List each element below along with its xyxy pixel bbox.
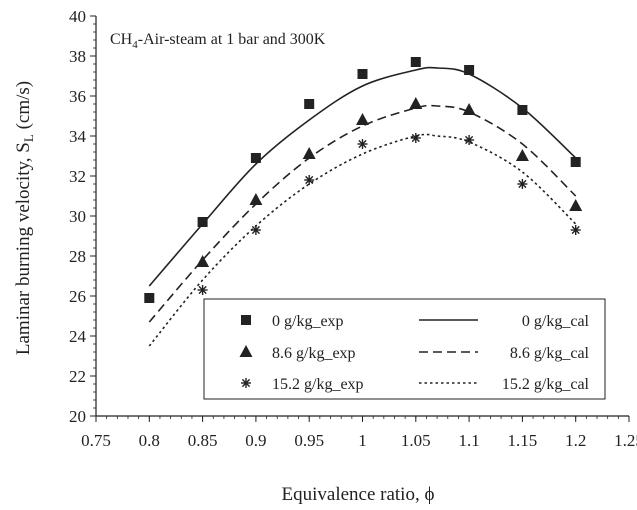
x-ticks: 0.75 0.8 0.85 0.9 0.95 1 1.05 1.1 1.15 1.2 1.25: [81, 416, 637, 450]
y-tick-label: 22: [69, 367, 86, 386]
data-point-square: [197, 217, 208, 227]
y-axis-label-text: Laminar burning velocity, S: [13, 142, 34, 355]
y-tick-label: 30: [69, 207, 86, 226]
data-point-triangle: [515, 149, 529, 161]
y-tick-label: 36: [69, 87, 86, 106]
y-tick-label: 32: [69, 167, 86, 186]
legend-box: [203, 298, 606, 400]
series-line-0-g-kg-cal: [148, 66, 577, 287]
x-tick-label: 1.1: [458, 431, 479, 450]
x-tick-label: 0.85: [188, 431, 218, 450]
y-tick-label: 38: [69, 47, 86, 66]
series-line-8-6-g-kg-cal: [148, 104, 577, 323]
data-point-square: [304, 99, 315, 109]
chart-annotation: CH4-Air-steam at 1 bar and 300K: [110, 31, 326, 51]
data-point-star: [304, 175, 315, 185]
y-tick-label: 28: [69, 247, 86, 266]
series-points-0-g-kg-exp: [144, 57, 581, 303]
marker-stroke: [198, 285, 207, 295]
legend-label: 8.6 g/kg_cal: [510, 345, 590, 362]
y-ticks: 20 22 24 26 28 30 32 34 36 38 40: [69, 7, 96, 426]
data-point-star: [517, 179, 528, 189]
annotation-suffix: -Air-steam at 1 bar and 300K: [138, 31, 326, 48]
y-axis-label: Laminar burning velocity, SL (cm/s): [13, 81, 36, 355]
data-point-triangle: [462, 103, 476, 115]
x-tick-label: 0.75: [81, 431, 111, 450]
x-tick-label: 1.2: [565, 431, 586, 450]
data-point-star: [570, 225, 581, 235]
legend-label: 15.2 g/kg_cal: [502, 376, 590, 393]
data-point-square: [144, 293, 155, 303]
data-point-square: [464, 65, 475, 75]
legend-label: 8.6 g/kg_exp: [272, 345, 356, 362]
y-tick-label: 20: [69, 407, 86, 426]
x-axis-label-text: Equivalence ratio,: [282, 484, 425, 505]
marker-stroke: [241, 378, 251, 388]
data-point-triangle: [409, 97, 423, 109]
marker-stroke: [251, 225, 260, 235]
annotation-subscript: 4: [132, 39, 138, 51]
legend-marker-square: [241, 315, 251, 325]
plot-series: [144, 57, 583, 347]
y-tick-label: 24: [69, 327, 87, 346]
marker-stroke: [518, 179, 527, 189]
legend-label: 15.2 g/kg_exp: [272, 376, 364, 393]
x-tick-label: 1: [358, 431, 367, 450]
series-line-15-2-g-kg-cal: [148, 133, 577, 347]
y-tick-label: 34: [69, 127, 87, 146]
y-tick-label: 40: [69, 7, 86, 26]
data-point-square: [357, 69, 368, 79]
x-tick-label: 0.8: [139, 431, 160, 450]
marker-stroke: [465, 135, 474, 145]
x-tick-label: 1.05: [401, 431, 431, 450]
x-tick-label: 1.15: [508, 431, 538, 450]
y-axis-label-unit: (cm/s): [13, 81, 34, 134]
y-axis-label-subscript: L: [21, 134, 36, 142]
legend-label: 0 g/kg_cal: [522, 313, 590, 330]
data-point-square: [250, 153, 261, 163]
data-point-square: [410, 57, 421, 67]
data-point-triangle: [569, 199, 583, 211]
data-point-star: [357, 139, 368, 149]
marker-stroke: [305, 175, 314, 185]
annotation-prefix: CH: [110, 31, 133, 48]
data-point-triangle: [356, 113, 369, 125]
x-tick-label: 0.95: [294, 431, 324, 450]
x-tick-label: 1.25: [614, 431, 637, 450]
data-point-square: [570, 157, 581, 167]
marker-stroke: [358, 139, 367, 149]
legend: 0 g/kg_exp 0 g/kg_cal 8.6 g/kg_exp 8.6 g/kg…: [203, 298, 606, 400]
x-tick-label: 0.9: [245, 431, 266, 450]
x-axis-label: Equivalence ratio, ϕ: [282, 484, 435, 505]
legend-marker-triangle: [239, 345, 253, 357]
data-point-triangle: [302, 147, 316, 159]
legend-marker-star: [241, 378, 251, 388]
data-point-square: [517, 105, 528, 115]
legend-label: 0 g/kg_exp: [272, 313, 344, 330]
data-point-star: [410, 133, 421, 143]
y-tick-label: 26: [69, 287, 86, 306]
marker-stroke: [571, 225, 580, 235]
x-axis-label-symbol: ϕ: [424, 484, 434, 505]
data-point-star: [197, 285, 208, 295]
